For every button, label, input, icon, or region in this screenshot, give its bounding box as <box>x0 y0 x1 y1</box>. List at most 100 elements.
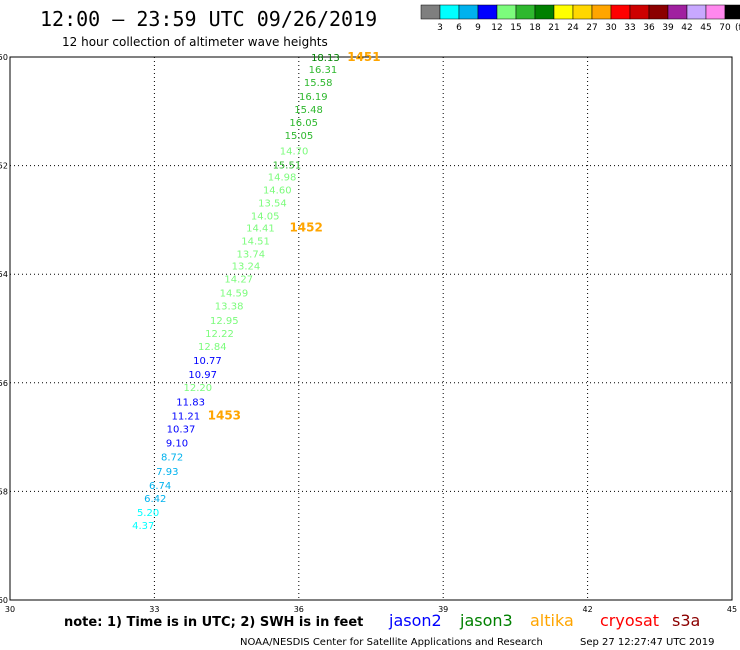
x-tick-label: 36 <box>294 605 304 614</box>
pass-number-label: 1451 <box>347 50 380 64</box>
swh-point-label: 9.10 <box>166 439 188 450</box>
colorbar-swatch <box>420 4 441 20</box>
satellite-s3a: s3a <box>672 611 700 630</box>
colorbar-label: 39 <box>662 23 674 33</box>
footer-credit: NOAA/NESDIS Center for Satellite Applica… <box>240 637 543 648</box>
satellite-legend: jason2 jason3 altika cryosat s3a <box>388 611 700 630</box>
swh-point-label: 14.41 <box>246 224 275 235</box>
colorbar-swatch <box>515 4 536 20</box>
colorbar-swatch <box>496 4 517 20</box>
colorbar-swatch <box>667 4 688 20</box>
swh-point-label: 13.54 <box>258 199 287 210</box>
swh-point-label: 15.48 <box>294 105 323 116</box>
swh-point-label: 14.70 <box>280 146 309 157</box>
colorbar-label: 42 <box>681 23 692 33</box>
swh-point-label: 12.84 <box>198 342 227 353</box>
pass-labels: 1451 1452 1453 <box>208 50 381 422</box>
colorbar-label: 33 <box>624 23 635 33</box>
x-tick-label: 33 <box>149 605 159 614</box>
swh-point-label: 13.38 <box>215 302 244 313</box>
colorbar-unit: (ft) <box>735 23 740 33</box>
swh-point-label: 14.51 <box>241 237 270 248</box>
satellite-cryosat: cryosat <box>600 611 659 630</box>
colorbar-label: 15 <box>510 23 521 33</box>
swh-point-label: 16.05 <box>289 118 318 129</box>
footer-timestamp: Sep 27 12:27:47 UTC 2019 <box>580 637 714 648</box>
swh-point-label: 4.37 <box>132 521 154 532</box>
swh-point-label: 14.05 <box>251 212 280 223</box>
colorbar-swatch <box>610 4 631 20</box>
colorbar-swatch <box>458 4 479 20</box>
y-tick-label: -50 <box>0 53 8 62</box>
swh-point-label: 12.22 <box>205 329 234 340</box>
x-tick-label: 42 <box>583 605 593 614</box>
y-tick-label: -58 <box>0 487 8 496</box>
colorbar-swatch <box>629 4 650 20</box>
y-tick-label: -52 <box>0 162 8 171</box>
y-tick-label: -60 <box>0 596 8 605</box>
swh-point-label: 12.95 <box>210 316 239 327</box>
swh-point-label: 8.72 <box>161 453 183 464</box>
swh-point-label: 5.20 <box>137 508 159 519</box>
swh-point-label: 10.37 <box>167 424 196 435</box>
y-axis-ticks: -50 -52 -54 -56 -58 -60 <box>0 53 8 605</box>
chart-subtitle: 12 hour collection of altimeter wave hei… <box>62 35 328 49</box>
swh-point-label: 16.19 <box>299 92 328 103</box>
swh-point-label: 14.59 <box>220 289 249 300</box>
colorbar-label: 9 <box>475 23 481 33</box>
colorbar-label: 21 <box>548 23 559 33</box>
swh-point-label: 12.20 <box>184 383 213 394</box>
colorbar-label: 6 <box>456 23 462 33</box>
colorbar-swatch <box>439 4 460 20</box>
swh-point-label: 6.42 <box>144 494 166 505</box>
swh-point-label: 11.83 <box>176 397 205 408</box>
x-tick-label: 45 <box>727 605 737 614</box>
swh-point-label: 14.60 <box>263 185 292 196</box>
colorbar-swatch <box>534 4 555 20</box>
colorbar-label: 24 <box>567 23 579 33</box>
swh-point-label: 11.21 <box>171 411 200 422</box>
colorbar-label: 30 <box>605 23 617 33</box>
x-tick-label: 30 <box>5 605 15 614</box>
colorbar-label: 12 <box>491 23 502 33</box>
x-axis-ticks: 30 33 36 39 42 45 <box>5 605 737 614</box>
swh-point-label: 16.31 <box>309 65 338 76</box>
swh-point-label: 15.51 <box>273 161 302 172</box>
colorbar-swatch <box>553 4 574 20</box>
footer-note: note: 1) Time is in UTC; 2) SWH is in fe… <box>64 615 363 630</box>
colorbar-label: 36 <box>643 23 655 33</box>
swh-point-label: 18.13 <box>311 53 340 64</box>
swh-point-label: 10.97 <box>188 370 217 381</box>
y-tick-label: -54 <box>0 270 8 279</box>
swh-point-label: 15.05 <box>285 131 314 142</box>
colorbar-label: 27 <box>586 23 597 33</box>
satellite-jason2: jason2 <box>388 611 442 630</box>
swh-point-label: 7.93 <box>156 467 178 478</box>
satellite-jason3: jason3 <box>459 611 513 630</box>
chart-title: 12:00 – 23:59 UTC 09/26/2019 <box>40 7 377 31</box>
colorbar-swatch <box>648 4 669 20</box>
colorbar-label: 45 <box>700 23 711 33</box>
swh-point-label: 15.58 <box>304 78 333 89</box>
swh-point-label: 6.74 <box>149 481 171 492</box>
grid-lines <box>10 57 732 600</box>
colorbar-swatch <box>477 4 498 20</box>
swh-point-label: 14.98 <box>268 172 297 183</box>
colorbar-label: 18 <box>529 23 541 33</box>
colorbar-label: 70 <box>719 23 731 33</box>
colorbar-swatch <box>705 4 726 20</box>
y-tick-label: -56 <box>0 379 8 388</box>
swh-point-label: 14.27 <box>224 275 253 286</box>
satellite-altika: altika <box>530 611 574 630</box>
pass-number-label: 1452 <box>289 221 322 235</box>
swh-point-label: 10.77 <box>193 356 222 367</box>
x-tick-label: 39 <box>438 605 448 614</box>
plot-frame <box>9 56 733 601</box>
swh-point-label: 13.24 <box>232 262 261 273</box>
colorbar-swatch <box>686 4 707 20</box>
colorbar-swatch <box>724 4 740 20</box>
swh-point-label: 13.74 <box>236 250 265 261</box>
